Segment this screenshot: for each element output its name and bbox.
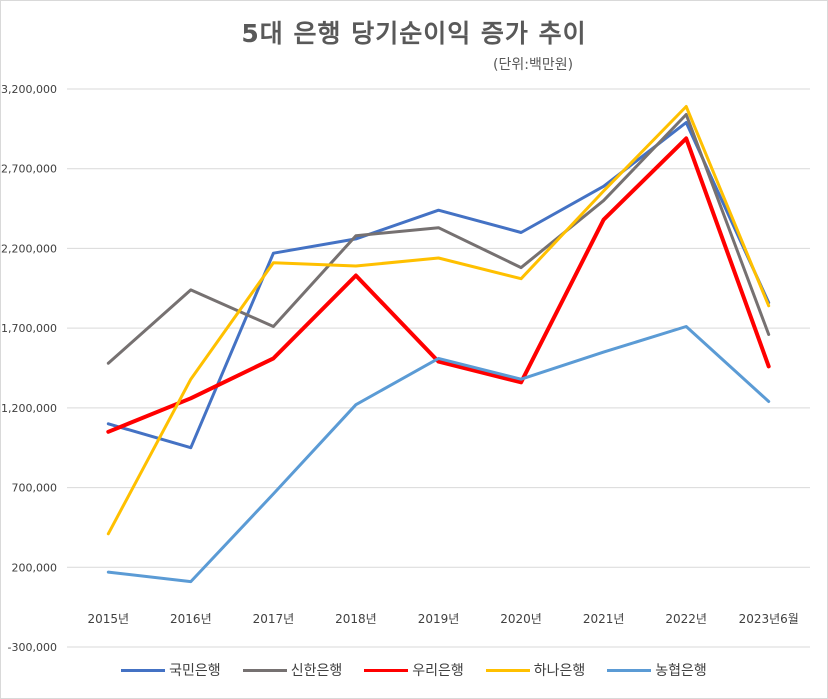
- legend-item: 신한은행: [242, 660, 343, 680]
- legend-label: 국민은행: [169, 663, 221, 679]
- legend-swatch: [485, 668, 530, 672]
- x-tick-label: 2017년: [253, 612, 295, 626]
- x-tick-label: 2020년: [500, 612, 542, 626]
- series-line: [106, 105, 771, 536]
- x-tick-label: 2015년: [87, 612, 129, 626]
- y-tick-label: 2,700,000: [1, 163, 57, 176]
- y-tick-label: 3,200,000: [1, 83, 57, 96]
- legend-swatch: [242, 668, 287, 672]
- chart-legend: 국민은행 신한은행 우리은행 하나은행 농협은행: [0, 660, 828, 680]
- series-line: [106, 325, 771, 584]
- legend-item: 농협은행: [607, 660, 707, 680]
- legend-item: 국민은행: [121, 660, 221, 680]
- legend-swatch: [364, 668, 409, 672]
- y-tick-label: 1,700,000: [1, 322, 57, 335]
- series-line: [106, 113, 771, 365]
- legend-label: 하나은행: [533, 663, 586, 679]
- legend-label: 농협은행: [655, 663, 707, 679]
- legend-label: 신한은행: [290, 663, 343, 679]
- series-line: [106, 136, 771, 434]
- x-tick-label: 2023년6월: [739, 612, 799, 626]
- legend-item: 우리은행: [364, 660, 464, 680]
- legend-label: 우리은행: [412, 663, 464, 679]
- legend-item: 하나은행: [485, 660, 586, 680]
- y-tick-label: 200,000: [12, 561, 58, 574]
- y-tick-label: 2,200,000: [1, 242, 57, 255]
- y-tick-label: -300,000: [8, 641, 57, 654]
- series-line: [106, 121, 771, 450]
- x-tick-label: 2016년: [170, 612, 212, 626]
- x-tick-label: 2021년: [583, 612, 625, 626]
- x-tick-label: 2018년: [335, 612, 377, 626]
- chart-title: 5대 은행 당기순이익 증가 추이: [241, 19, 587, 48]
- chart-unit-label: (단위:백만원): [493, 57, 574, 73]
- legend-swatch: [607, 668, 652, 672]
- y-tick-label: 700,000: [12, 482, 58, 495]
- x-tick-label: 2019년: [418, 612, 460, 626]
- legend-swatch: [121, 668, 166, 672]
- y-tick-label: 1,200,000: [1, 402, 57, 415]
- x-tick-label: 2022년: [665, 612, 707, 626]
